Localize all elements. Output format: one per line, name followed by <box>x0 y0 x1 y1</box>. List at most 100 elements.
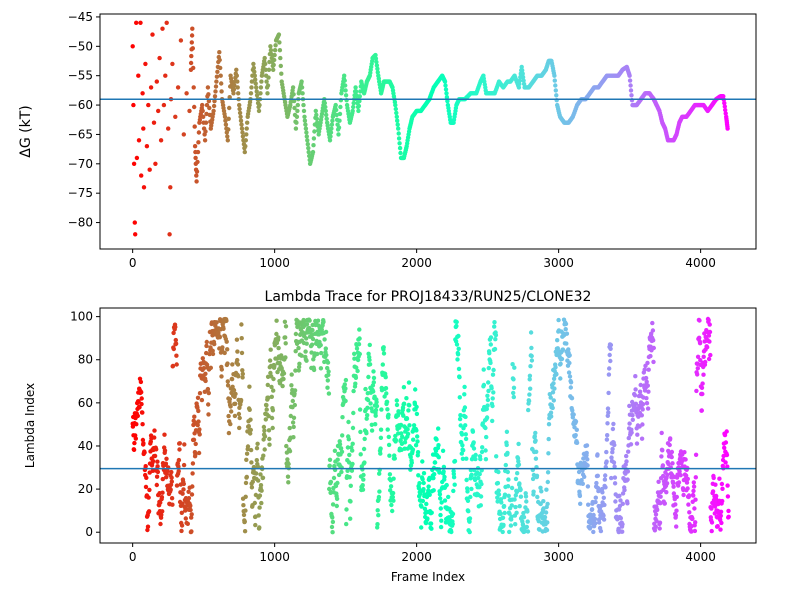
lambda-point <box>582 474 587 479</box>
lambda-point <box>458 423 463 428</box>
lambda-point <box>356 342 362 347</box>
lambda-point <box>612 475 618 480</box>
delta-g-point <box>306 145 311 151</box>
lambda-point <box>505 450 510 456</box>
lambda-point <box>366 351 371 356</box>
lambda-point <box>501 503 507 509</box>
delta-g-point <box>245 120 250 125</box>
delta-g-point <box>235 79 240 84</box>
delta-g-point <box>271 67 276 73</box>
lambda-point <box>231 388 237 393</box>
lambda-point <box>440 448 446 453</box>
lambda-point <box>494 454 499 459</box>
lambda-point <box>164 456 169 461</box>
lambda-point <box>401 401 407 406</box>
lambda-point <box>673 513 679 518</box>
delta-g-point <box>161 102 167 108</box>
lambda-point <box>408 454 413 460</box>
lambda-point <box>255 441 260 446</box>
lambda-point <box>296 368 301 373</box>
lambda-point <box>179 528 184 534</box>
lambda-point <box>691 480 696 485</box>
lambda-point <box>724 429 729 434</box>
lambda-point <box>506 493 511 498</box>
lambda-point <box>678 473 683 478</box>
lambda-point <box>248 431 253 436</box>
lambda-point <box>674 524 679 529</box>
delta-g-point <box>272 52 277 58</box>
delta-g-point <box>206 98 212 104</box>
lambda-point <box>348 483 353 488</box>
lambda-point <box>483 425 488 431</box>
lambda-point <box>570 408 575 413</box>
lambda-point <box>723 460 728 465</box>
delta-g-point <box>263 67 268 73</box>
lambda-point <box>139 390 144 395</box>
lambda-point <box>584 443 590 448</box>
lambda-point <box>190 461 196 466</box>
lambda-point <box>207 351 212 357</box>
delta-g-point <box>151 120 157 125</box>
lambda-point <box>355 368 360 374</box>
lambda-point <box>263 417 268 422</box>
delta-g-point <box>375 66 380 72</box>
delta-g-point <box>219 89 224 94</box>
lambda-point <box>315 318 321 323</box>
lambda-point <box>283 335 288 340</box>
delta-g-point <box>329 122 335 127</box>
lambda-point <box>500 515 506 520</box>
lambda-point <box>682 450 687 455</box>
lambda-point <box>510 362 515 367</box>
lambda-point <box>401 385 407 390</box>
lambda-point <box>551 376 557 381</box>
delta-g-point <box>291 92 296 97</box>
delta-g-point <box>342 73 347 78</box>
lambda-point <box>507 529 512 535</box>
lambda-point <box>150 459 156 464</box>
lambda-point <box>394 402 400 408</box>
lambda-point <box>462 392 467 397</box>
lambda-point <box>379 407 384 412</box>
lambda-point <box>588 525 593 530</box>
lambda-point <box>707 322 712 327</box>
lambda-point <box>700 391 705 397</box>
lambda-point <box>419 525 424 530</box>
lambda-point <box>553 365 558 370</box>
lambda-point <box>579 478 584 483</box>
lambda-point <box>276 345 281 351</box>
delta-g-point <box>195 159 200 165</box>
lambda-point <box>699 408 704 413</box>
lambda-point <box>374 403 380 409</box>
lambda-point <box>529 353 534 359</box>
lambda-point <box>492 324 497 329</box>
lambda-point <box>171 346 176 352</box>
lambda-point <box>188 503 193 508</box>
lambda-point <box>495 480 501 486</box>
x-tick-label: 1000 <box>259 550 290 564</box>
delta-g-point <box>628 88 634 93</box>
lambda-point <box>311 357 316 362</box>
lambda-point <box>726 514 731 519</box>
delta-g-point <box>203 120 209 125</box>
lambda-point <box>478 494 484 499</box>
delta-g-point <box>329 126 334 131</box>
lambda-point <box>655 507 660 513</box>
lambda-point <box>240 371 245 377</box>
lambda-point <box>262 428 267 433</box>
lambda-point <box>626 435 631 441</box>
lambda-point <box>158 521 163 527</box>
lambda-point <box>695 372 700 377</box>
lambda-point <box>442 474 447 480</box>
lambda-point <box>566 370 572 375</box>
lambda-point <box>342 382 347 387</box>
lambda-point <box>436 426 441 431</box>
delta-g-point <box>330 118 335 123</box>
lambda-point <box>580 481 585 486</box>
lambda-point <box>593 499 598 505</box>
delta-g-point <box>252 73 257 78</box>
lambda-point <box>375 522 380 527</box>
delta-g-point <box>554 93 559 98</box>
lambda-point <box>266 414 271 419</box>
delta-g-point <box>337 111 343 117</box>
